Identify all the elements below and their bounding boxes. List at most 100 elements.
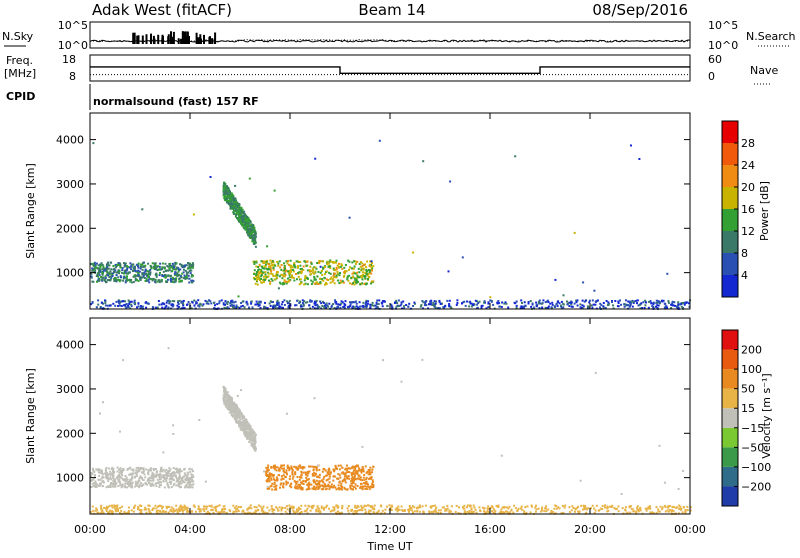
scatter-cell (99, 265, 102, 268)
scatter-cell (570, 305, 573, 308)
scatter-cell (649, 300, 652, 303)
scatter-cell (243, 225, 246, 228)
scatter-cell (243, 420, 246, 423)
scatter-cell (230, 192, 233, 195)
scatter-cell (637, 510, 640, 513)
scatter-cell (560, 512, 563, 515)
scatter-cell (261, 512, 264, 515)
scatter-cell (309, 299, 312, 302)
scatter-cell (161, 505, 164, 508)
scatter-cell (313, 266, 316, 269)
scatter-cell (667, 505, 670, 508)
scatter-cell (268, 302, 271, 305)
scatter-cell (189, 272, 192, 275)
scatter-cell (487, 302, 490, 305)
scatter-cell (102, 401, 104, 404)
scatter-cell (267, 474, 270, 477)
scatter-cell (513, 504, 516, 507)
scatter-cell (593, 512, 596, 514)
scatter-cell (140, 306, 143, 309)
scatter-cell (339, 272, 341, 274)
scatter-cell (130, 473, 133, 476)
colorbar-swatch (722, 486, 738, 506)
scatter-cell (348, 274, 351, 277)
scatter-cell (435, 511, 437, 513)
scatter-cell (161, 476, 164, 479)
scatter-cell (537, 507, 540, 510)
scatter-cell (338, 474, 341, 477)
scatter-cell (97, 478, 100, 481)
freq-tick-bottom: 8 (69, 70, 76, 83)
scatter-cell (507, 507, 510, 510)
scatter-cell (107, 467, 110, 470)
scatter-cell (129, 484, 132, 487)
scatter-cell (159, 484, 162, 486)
scatter-cell (585, 508, 588, 511)
scatter-cell (352, 488, 354, 491)
scatter-cell (343, 271, 346, 274)
scatter-cell (470, 302, 473, 305)
scatter-cell (92, 509, 95, 512)
scatter-cell (371, 481, 374, 483)
scatter-cell (335, 300, 338, 303)
scatter-cell (540, 510, 543, 513)
scatter-cell (260, 507, 263, 510)
scatter-cell (237, 295, 240, 298)
scatter-cell (113, 279, 116, 282)
scatter-cell (191, 301, 194, 304)
scatter-cell (219, 511, 222, 514)
scatter-cell (148, 281, 151, 284)
scatter-cell (371, 482, 374, 485)
scatter-cell (254, 436, 256, 439)
scatter-cell (195, 302, 198, 305)
scatter-cell (364, 283, 367, 286)
scatter-cell (123, 512, 126, 515)
scatter-cell (329, 277, 332, 280)
scatter-cell (159, 509, 161, 512)
scatter-cell (173, 482, 176, 485)
scatter-cell (137, 280, 140, 282)
scatter-cell (236, 203, 238, 206)
scatter-cell (158, 281, 161, 284)
scatter-cell (223, 505, 226, 508)
scatter-cell (131, 475, 134, 478)
scatter-cell (224, 300, 227, 303)
scatter-cell (175, 277, 178, 280)
scatter-cell (359, 478, 362, 481)
scatter-cell (472, 510, 475, 513)
scatter-cell (238, 203, 241, 206)
scatter-cell (364, 465, 367, 468)
scatter-cell (104, 277, 107, 279)
scatter-cell (366, 470, 369, 473)
scatter-cell (112, 470, 114, 473)
scatter-cell (101, 264, 104, 267)
scatter-cell (506, 510, 509, 513)
scatter-cell (257, 509, 260, 512)
scatter-cell (243, 221, 245, 224)
scatter-cell (521, 508, 524, 511)
scatter-cell (225, 190, 228, 193)
scatter-cell (252, 443, 255, 446)
scatter-cell (352, 469, 355, 472)
scatter-cell (265, 267, 268, 270)
scatter-cell (355, 470, 358, 473)
scatter-cell (377, 303, 380, 305)
scatter-cell (167, 470, 170, 472)
scatter-cell (361, 479, 364, 482)
scatter-cell (155, 471, 158, 473)
scatter-cell (329, 510, 332, 513)
scatter-cell (638, 158, 641, 160)
scatter-cell (243, 511, 246, 514)
scatter-cell (163, 267, 166, 270)
scatter-cell (250, 235, 253, 238)
nsky-tick-bottom: 10^0 (58, 39, 88, 52)
scatter-cell (343, 486, 346, 489)
scatter-cell (242, 212, 245, 215)
scatter-cell (268, 279, 270, 282)
scatter-cell (280, 273, 283, 276)
scatter-cell (317, 482, 320, 485)
time-axis-label: Time UT (366, 540, 412, 553)
scatter-cell (673, 506, 676, 509)
scatter-cell (289, 259, 292, 262)
scatter-cell (223, 387, 226, 390)
